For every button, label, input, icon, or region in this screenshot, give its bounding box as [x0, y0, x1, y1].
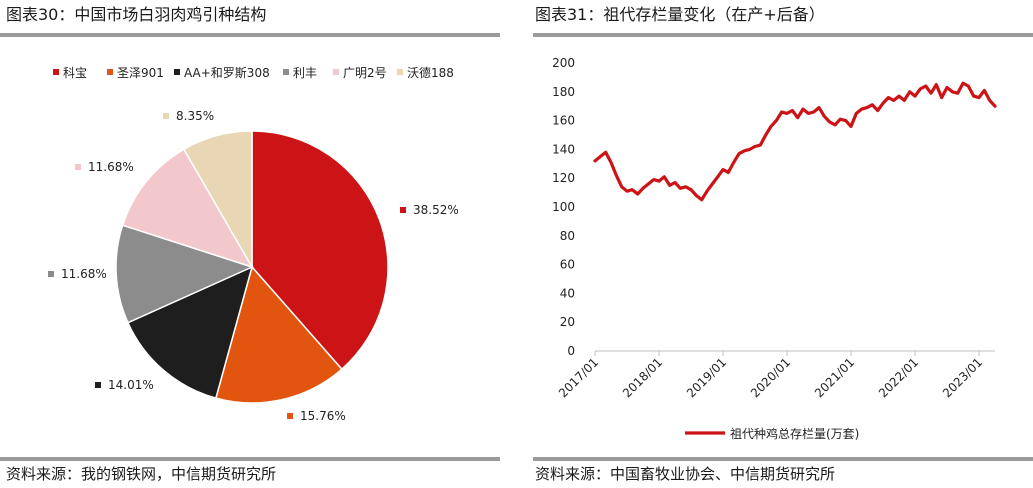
x-tick-label: 2017/01 — [556, 355, 601, 400]
data-label-marker — [75, 164, 81, 170]
x-tick-label: 2023/01 — [940, 355, 985, 400]
data-label: 38.52% — [413, 203, 459, 217]
y-tick-label: 180 — [552, 85, 575, 99]
line-chart-panel: 图表31：祖代存栏量变化（在产+后备） 0 20 40 60 80 100 120 140 16… — [533, 0, 1033, 488]
source-divider — [533, 457, 1033, 461]
legend-swatch — [397, 69, 403, 75]
line-chart-title: 图表31：祖代存栏量变化（在产+后备） — [535, 5, 825, 24]
y-tick-label: 100 — [552, 200, 575, 214]
y-tick-label: 160 — [552, 114, 575, 128]
y-tick-label: 140 — [552, 142, 575, 156]
data-label: 11.68% — [88, 160, 134, 174]
y-tick-label: 200 — [552, 56, 575, 70]
data-label-marker — [95, 382, 101, 388]
pie-chart-title: 图表30：中国市场白羽肉鸡引种结构 — [6, 5, 267, 24]
data-label-marker — [48, 271, 54, 277]
legend-label: 沃德188 — [407, 65, 454, 80]
legend-label: 利丰 — [293, 66, 317, 80]
legend-label: 圣泽901 — [117, 66, 164, 80]
data-label-marker — [400, 207, 406, 213]
legend-swatch — [333, 69, 339, 75]
y-tick-label: 0 — [567, 344, 575, 358]
series-line — [593, 81, 997, 202]
data-label-marker — [287, 413, 293, 419]
pie-slice — [126, 265, 254, 400]
pie-chart: 科宝 圣泽901 AA+和罗斯308 利丰 广明2号 沃德188 38.52% 15.76% 1… — [48, 65, 459, 423]
y-tick-label: 80 — [560, 229, 575, 243]
legend-swatch — [283, 69, 289, 75]
x-tick-label: 2018/01 — [620, 355, 665, 400]
pie-slice — [182, 130, 253, 270]
x-tick-label: 2022/01 — [876, 355, 921, 400]
legend-label: 广明2号 — [343, 66, 387, 80]
pie-chart-panel: 图表30：中国市场白羽肉鸡引种结构 科宝 圣泽901 AA+和罗斯308 利丰 广明2号… — [0, 0, 503, 488]
line-chart: 0 20 40 60 80 100 120 140 160 180 200 2017/01 2018/0… — [552, 56, 997, 441]
x-tick-label: 2021/01 — [812, 355, 857, 400]
y-tick-label: 20 — [560, 315, 575, 329]
title-divider — [0, 33, 500, 37]
data-label-marker — [163, 113, 169, 119]
y-tick-label: 60 — [560, 258, 575, 272]
data-label: 11.68% — [61, 267, 107, 281]
legend-label: 科宝 — [63, 66, 87, 80]
legend-swatch — [107, 69, 113, 75]
line-chart-source: 资料来源：中国畜牧业协会、中信期货研究所 — [535, 465, 836, 483]
y-tick-label: 40 — [560, 286, 575, 300]
pie-slice — [251, 130, 389, 371]
pie-slice — [214, 265, 343, 404]
data-label: 14.01% — [108, 378, 154, 392]
legend-swatch — [53, 69, 59, 75]
data-label: 8.35% — [176, 109, 214, 123]
legend-label: 祖代种鸡总存栏量(万套) — [730, 426, 859, 441]
x-tick-label: 2019/01 — [684, 355, 729, 400]
title-divider — [533, 33, 1033, 37]
pie-chart-source: 资料来源：我的钢铁网，中信期货研究所 — [6, 465, 277, 483]
source-divider — [0, 457, 500, 461]
legend-swatch — [174, 69, 180, 75]
pie-slice — [121, 148, 254, 269]
pie-slice — [115, 224, 255, 324]
x-tick-label: 2020/01 — [748, 355, 793, 400]
y-tick-label: 120 — [552, 171, 575, 185]
legend-label: AA+和罗斯308 — [184, 66, 270, 80]
data-label: 15.76% — [300, 409, 346, 423]
